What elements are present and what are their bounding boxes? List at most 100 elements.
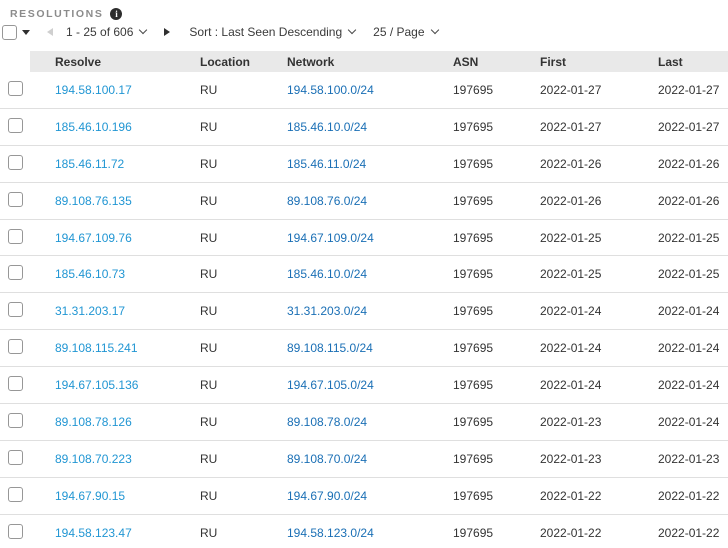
sort-dropdown[interactable]: Sort : Last Seen Descending [189,25,357,39]
chevron-down-icon [139,25,148,35]
selection-caret-icon[interactable] [22,29,30,35]
resolve-link[interactable]: 31.31.203.17 [55,304,126,319]
asn-value: 197695 [453,193,494,208]
resolve-link[interactable]: 194.58.123.47 [55,525,132,540]
network-link[interactable]: 89.108.115.0/24 [287,341,373,356]
row-checkbox[interactable] [8,80,23,96]
next-page-button[interactable] [164,28,171,36]
network-link[interactable]: 194.58.123.0/24 [287,525,374,540]
network-link[interactable]: 185.46.11.0/24 [287,156,367,171]
sort-label: Sort : Last Seen Descending [189,25,343,39]
row-checkbox[interactable] [8,486,23,502]
last-seen-value: 2022-01-24 [658,414,720,429]
first-seen-value: 2022-01-25 [540,230,602,245]
resolve-link[interactable]: 89.108.115.241 [55,341,138,356]
column-header-location: Location [200,54,250,69]
asn-value: 197695 [453,82,494,97]
column-header-first: First [540,54,567,69]
row-checkbox[interactable] [8,449,23,465]
resolve-link[interactable]: 194.67.105.136 [55,378,139,393]
location-value: RU [200,451,218,466]
table-body: 194.58.100.17 RU 194.58.100.0/24 197695 2022… [0,72,728,548]
location-value: RU [200,193,218,208]
last-seen-value: 2022-01-26 [658,193,720,208]
panel-title-bar: RESOLUTIONS i [0,0,728,21]
first-seen-value: 2022-01-23 [540,414,602,429]
first-seen-value: 2022-01-27 [540,82,602,97]
row-checkbox[interactable] [8,117,23,133]
location-value: RU [200,341,218,356]
resolve-link[interactable]: 185.46.10.73 [55,267,126,282]
table-row: 31.31.203.17 RU 31.31.203.0/24 197695 2022-0… [0,293,728,331]
row-checkbox[interactable] [8,265,23,281]
table-row: 194.67.90.15 RU 194.67.90.0/24 197695 2022-0… [0,478,728,515]
page-title: RESOLUTIONS [10,7,104,20]
location-value: RU [200,304,218,319]
asn-value: 197695 [453,488,494,503]
per-page-dropdown[interactable]: 25 / Page [373,25,439,39]
column-header-network: Network [287,54,335,69]
table-header: Resolve Location Network ASN First Last [0,51,728,72]
last-seen-value: 2022-01-22 [658,525,720,540]
last-seen-value: 2022-01-24 [658,378,720,393]
first-seen-value: 2022-01-26 [540,156,602,171]
network-link[interactable]: 185.46.10.0/24 [287,119,368,134]
row-checkbox[interactable] [8,154,23,170]
row-checkbox[interactable] [8,376,23,392]
network-link[interactable]: 185.46.10.0/24 [287,267,368,282]
row-checkbox[interactable] [8,339,23,355]
network-link[interactable]: 31.31.203.0/24 [287,304,368,319]
prev-page-button[interactable] [47,28,53,36]
network-link[interactable]: 194.58.100.0/24 [287,82,374,97]
network-link[interactable]: 89.108.70.0/24 [287,451,368,466]
location-value: RU [200,119,218,134]
asn-value: 197695 [453,304,494,319]
page-range-dropdown[interactable]: 1 - 25 of 606 [66,25,148,39]
resolve-link[interactable]: 89.108.78.126 [55,414,132,429]
row-checkbox[interactable] [8,523,23,539]
table-row: 89.108.76.135 RU 89.108.76.0/24 197695 2022-… [0,183,728,220]
first-seen-value: 2022-01-26 [540,193,602,208]
resolve-link[interactable]: 185.46.11.72 [55,156,125,171]
column-header-resolve: Resolve [55,54,102,69]
row-checkbox[interactable] [8,302,23,318]
resolve-link[interactable]: 89.108.76.135 [55,193,132,208]
network-link[interactable]: 89.108.78.0/24 [287,414,368,429]
chevron-down-icon [347,25,357,35]
table-row: 185.46.10.196 RU 185.46.10.0/24 197695 2022-… [0,109,728,146]
table-row: 194.58.123.47 RU 194.58.123.0/24 197695 2022… [0,515,728,548]
resolve-link[interactable]: 194.58.100.17 [55,82,132,97]
network-link[interactable]: 194.67.109.0/24 [287,230,374,245]
select-all-checkbox[interactable] [2,24,17,40]
location-value: RU [200,230,218,245]
asn-value: 197695 [453,525,494,540]
last-seen-value: 2022-01-25 [658,267,720,282]
resolve-link[interactable]: 185.46.10.196 [55,119,132,134]
network-link[interactable]: 194.67.90.0/24 [287,488,368,503]
network-link[interactable]: 89.108.76.0/24 [287,193,368,208]
first-seen-value: 2022-01-24 [540,378,602,393]
last-seen-value: 2022-01-25 [658,230,720,245]
row-checkbox[interactable] [8,228,23,244]
row-checkbox[interactable] [8,412,23,428]
location-value: RU [200,156,218,171]
resolve-link[interactable]: 194.67.109.76 [55,230,132,245]
table-row: 89.108.78.126 RU 89.108.78.0/24 197695 2022-… [0,404,728,441]
page-range-label: 1 - 25 of 606 [66,25,134,39]
location-value: RU [200,378,218,393]
last-seen-value: 2022-01-26 [658,156,720,171]
location-value: RU [200,525,218,540]
row-checkbox[interactable] [8,191,23,207]
network-link[interactable]: 194.67.105.0/24 [287,378,374,393]
toolbar: 1 - 25 of 606 Sort : Last Seen Descendin… [0,21,728,43]
per-page-label: 25 / Page [373,25,425,39]
resolve-link[interactable]: 89.108.70.223 [55,451,132,466]
first-seen-value: 2022-01-27 [540,119,602,134]
first-seen-value: 2022-01-22 [540,488,602,503]
resolve-link[interactable]: 194.67.90.15 [55,488,126,503]
first-seen-value: 2022-01-25 [540,267,602,282]
last-seen-value: 2022-01-24 [658,341,720,356]
asn-value: 197695 [453,414,494,429]
info-icon[interactable]: i [110,7,123,20]
table-row: 194.67.109.76 RU 194.67.109.0/24 197695 2022… [0,220,728,257]
